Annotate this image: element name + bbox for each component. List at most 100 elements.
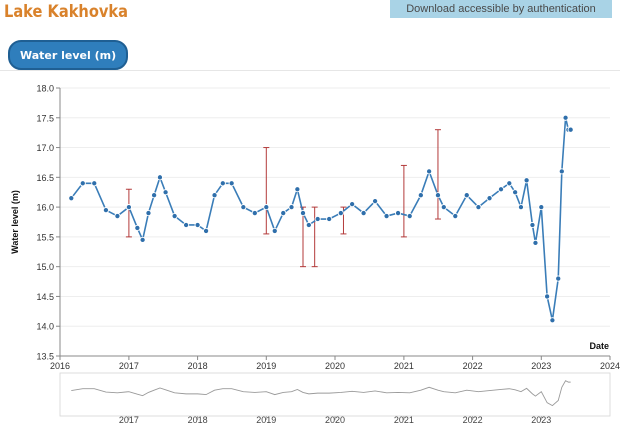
- overview-tick-label: 2020: [325, 415, 345, 425]
- data-point: [326, 215, 333, 223]
- overview-tick-label: 2023: [531, 415, 551, 425]
- page-title: Lake Kakhovka: [4, 2, 129, 22]
- data-point: [452, 212, 459, 220]
- x-tick-label: 2018: [188, 361, 208, 371]
- data-point: [288, 204, 295, 211]
- overview-tick-label: 2021: [394, 415, 414, 425]
- x-tick-label: 2017: [119, 361, 139, 371]
- data-point: [211, 192, 218, 199]
- data-point: [360, 210, 367, 217]
- overview-panel[interactable]: 2017 2018 2019 2020 2021 2022 2023: [59, 372, 611, 425]
- x-tick-label: 2022: [463, 361, 483, 371]
- data-point: [406, 212, 413, 220]
- data-point: [497, 186, 505, 193]
- data-point: [372, 198, 379, 205]
- data-point: [228, 180, 235, 187]
- data-point: [426, 168, 433, 175]
- y-tick-label: 18.0: [36, 84, 54, 94]
- data-point: [162, 189, 169, 196]
- axes: 13.5 14.0 14.5 15.0 15.5 16.0 16.5 17.0 17.5 18.0…: [10, 84, 620, 372]
- data-point: [305, 221, 312, 229]
- data-point: [555, 275, 562, 282]
- data-point: [171, 212, 178, 220]
- y-tick-label: 15.0: [36, 262, 54, 272]
- data-point: [434, 192, 442, 199]
- data-point: [538, 204, 545, 211]
- data-point: [523, 177, 530, 184]
- y-tick-label: 14.5: [36, 292, 54, 302]
- overview-tick-label: 2018: [188, 415, 208, 425]
- y-tick-label: 14.0: [36, 322, 54, 332]
- data-point: [512, 189, 519, 196]
- y-tick-label: 13.5: [36, 352, 54, 362]
- tab-water-level[interactable]: Water level (m): [8, 40, 129, 70]
- series-line-group: [70, 116, 571, 322]
- data-point: [349, 201, 356, 208]
- grid-lines: [60, 87, 610, 357]
- x-tick-label: 2020: [325, 361, 345, 371]
- data-point: [79, 180, 86, 187]
- overview-tick-label: 2019: [256, 415, 276, 425]
- y-tick-label: 16.0: [36, 203, 54, 213]
- y-axis-label: Water level (m): [10, 190, 20, 254]
- x-tick-label: 2019: [256, 361, 276, 371]
- x-tick-label: 2021: [394, 361, 414, 371]
- data-point: [263, 204, 270, 211]
- data-point: [68, 195, 75, 202]
- data-point: [417, 192, 424, 199]
- data-point: [91, 180, 98, 187]
- x-tick-label: 2024: [600, 361, 620, 371]
- data-point: [558, 168, 565, 175]
- data-point: [134, 224, 141, 232]
- x-axis-label: Date: [589, 341, 609, 351]
- data-point: [383, 212, 390, 220]
- data-point: [486, 195, 493, 202]
- panel-divider: [0, 70, 620, 71]
- data-point: [294, 186, 301, 193]
- data-point: [544, 293, 551, 300]
- y-tick-label: 17.0: [36, 143, 54, 153]
- overview-frame: [59, 372, 611, 417]
- series-line: [70, 116, 571, 322]
- data-point: [251, 210, 258, 217]
- data-point: [219, 180, 226, 187]
- data-point: [463, 192, 470, 199]
- data-point: [280, 210, 287, 217]
- data-point: [475, 204, 482, 211]
- download-button[interactable]: Download accessible by authentication: [390, 0, 612, 18]
- overview-tick-label: 2017: [119, 415, 139, 425]
- data-point: [194, 221, 201, 229]
- data-point: [567, 126, 574, 133]
- data-point: [440, 204, 447, 211]
- data-point: [240, 204, 247, 211]
- data-point: [314, 215, 321, 223]
- data-point: [203, 227, 210, 234]
- data-point: [102, 207, 109, 214]
- data-point: [271, 227, 278, 234]
- overview-line: [71, 380, 571, 407]
- data-point: [549, 317, 556, 324]
- y-tick-label: 16.5: [36, 173, 54, 183]
- data-point: [506, 180, 513, 187]
- data-point: [125, 204, 132, 211]
- data-point: [395, 210, 402, 217]
- data-point: [151, 192, 158, 199]
- data-point: [145, 210, 152, 217]
- data-point: [114, 212, 121, 220]
- data-point: [529, 221, 536, 229]
- data-point: [337, 210, 344, 217]
- y-tick-label: 15.5: [36, 232, 54, 242]
- data-point: [183, 221, 190, 229]
- error-bars: [125, 129, 441, 268]
- data-point: [562, 114, 569, 121]
- x-tick-label: 2016: [50, 361, 70, 371]
- data-point: [532, 239, 539, 246]
- data-point: [139, 236, 146, 243]
- data-point: [517, 204, 525, 211]
- data-point: [299, 210, 307, 217]
- x-tick-label: 2023: [531, 361, 551, 371]
- y-tick-label: 17.5: [36, 113, 54, 123]
- markers: [68, 114, 574, 324]
- overview-tick-label: 2022: [463, 415, 483, 425]
